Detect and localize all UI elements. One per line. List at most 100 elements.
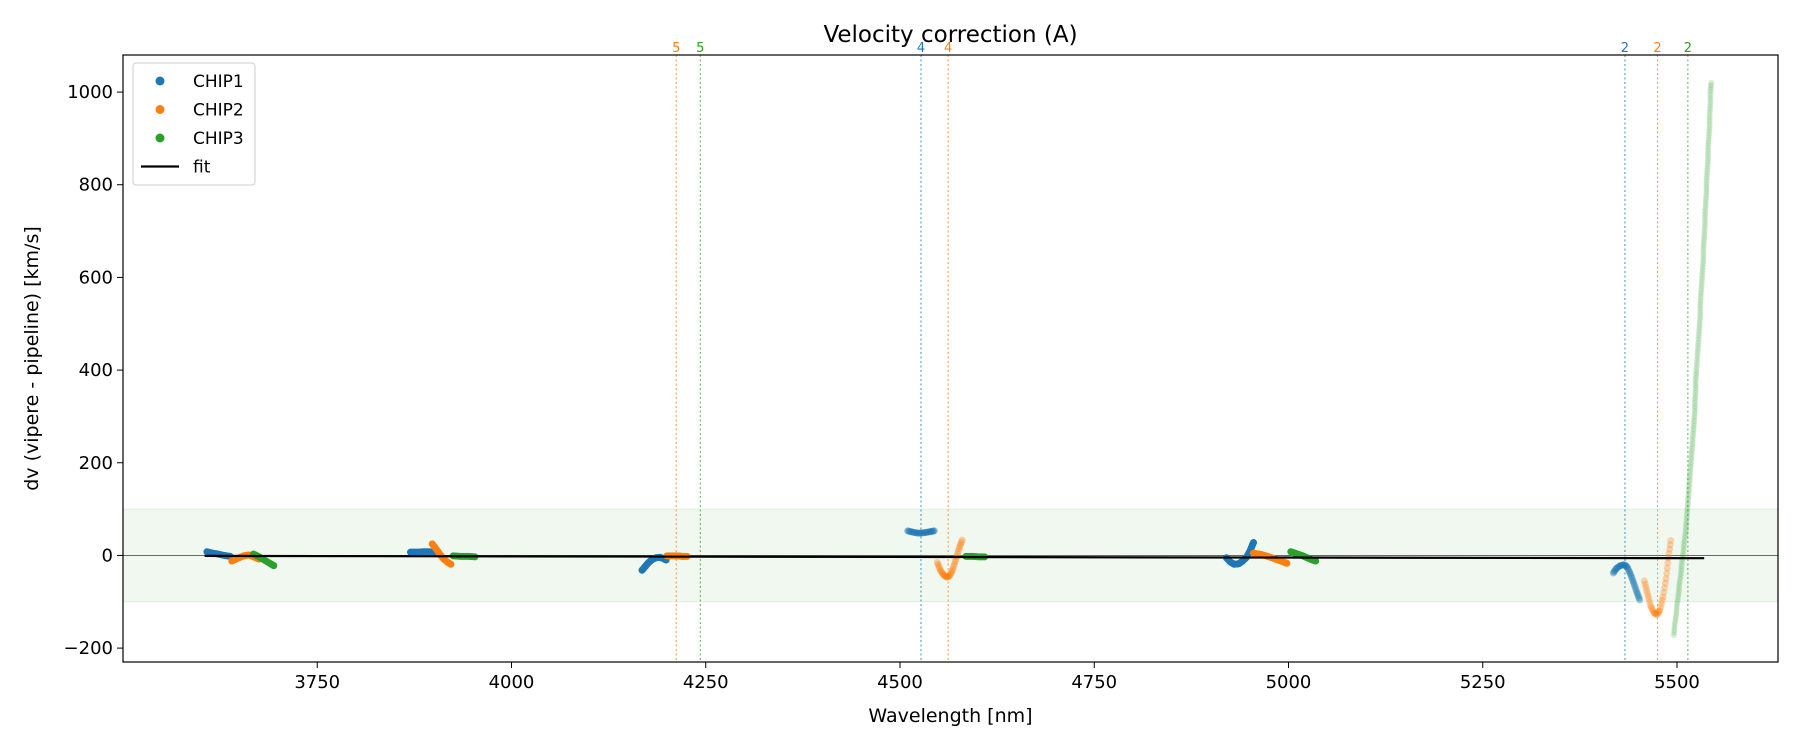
data-point	[1703, 180, 1710, 187]
data-point	[1633, 588, 1641, 596]
data-point	[1609, 569, 1617, 577]
data-point	[270, 562, 278, 570]
data-point	[1652, 610, 1660, 618]
series-chip3	[1670, 79, 1715, 639]
series-chip3	[449, 552, 479, 561]
data-point	[1684, 502, 1691, 509]
data-point	[1706, 119, 1713, 126]
data-point	[1699, 272, 1706, 279]
data-point	[1687, 461, 1694, 468]
data-point	[1682, 525, 1689, 532]
data-point	[1705, 150, 1712, 157]
data-point	[1706, 108, 1713, 115]
data-point	[1698, 286, 1705, 293]
data-point	[1693, 361, 1700, 368]
data-point	[1671, 621, 1678, 628]
data-point	[938, 569, 946, 577]
legend: CHIP1 CHIP2 CHIP3 fit	[132, 62, 256, 186]
data-point	[937, 567, 945, 575]
data-point	[1702, 208, 1709, 215]
data-point	[1684, 509, 1691, 516]
data-point	[1700, 236, 1707, 243]
data-point	[1689, 435, 1696, 442]
data-point	[1693, 372, 1700, 379]
data-point	[1630, 581, 1638, 589]
data-point	[1673, 604, 1680, 611]
data-point	[1675, 588, 1682, 595]
data-point	[1706, 111, 1713, 118]
data-point	[1655, 607, 1663, 615]
data-point	[1692, 395, 1699, 402]
data-point	[1690, 430, 1697, 437]
data-point	[930, 527, 938, 535]
data-point	[1692, 384, 1699, 391]
data-point	[1702, 200, 1709, 207]
data-point	[958, 536, 966, 544]
data-point	[1705, 133, 1712, 140]
order-vline-label: 2	[1621, 41, 1629, 56]
data-point	[1676, 583, 1683, 590]
data-point	[1633, 590, 1641, 598]
data-point	[1650, 609, 1658, 617]
legend-entry-chip2: CHIP2	[155, 101, 244, 121]
data-point	[1694, 347, 1701, 354]
data-point	[1690, 425, 1697, 432]
data-point	[1685, 494, 1692, 501]
data-point	[1673, 601, 1680, 608]
data-point	[1685, 486, 1692, 493]
data-point	[1700, 247, 1707, 254]
data-point	[1707, 86, 1714, 93]
data-point	[1692, 392, 1699, 399]
data-point	[1688, 446, 1695, 453]
data-point	[1675, 591, 1682, 598]
data-point	[957, 538, 965, 546]
legend-label: CHIP3	[193, 129, 244, 149]
data-point	[1646, 598, 1654, 606]
data-point	[1660, 588, 1668, 596]
data-point	[1687, 471, 1694, 478]
data-point	[1697, 300, 1704, 307]
data-point	[1697, 308, 1704, 315]
x-axis-label: Wavelength [nm]	[868, 705, 1032, 727]
data-point	[955, 544, 963, 552]
data-point	[1610, 568, 1618, 576]
data-point	[1689, 433, 1696, 440]
legend-marker	[155, 76, 165, 86]
data-point	[1623, 563, 1631, 571]
plot-frame	[122, 54, 1779, 663]
data-point	[1686, 476, 1693, 483]
data-point	[1688, 451, 1695, 458]
data-point	[1693, 364, 1700, 371]
data-point	[1672, 616, 1679, 623]
data-point	[1700, 261, 1707, 268]
data-point	[1640, 577, 1648, 585]
data-point	[1686, 479, 1693, 486]
data-point	[953, 550, 961, 558]
data-point	[1705, 153, 1712, 160]
data-point	[1704, 164, 1711, 171]
data-point	[946, 572, 954, 580]
data-point	[1622, 562, 1630, 570]
data-point	[1698, 280, 1705, 287]
data-point	[950, 560, 958, 568]
data-point	[1700, 244, 1707, 251]
x-tick-label: 4000	[489, 672, 535, 693]
order-vline-label: 4	[917, 41, 925, 56]
data-point	[1677, 576, 1684, 583]
data-point	[941, 572, 949, 580]
data-point	[1705, 139, 1712, 146]
data-point	[935, 562, 943, 570]
data-point	[1682, 527, 1689, 534]
data-point	[1703, 175, 1710, 182]
data-point	[1613, 564, 1621, 572]
series-chip1	[1222, 538, 1258, 568]
data-point	[1628, 574, 1636, 582]
data-point	[1612, 566, 1620, 574]
data-point	[1700, 255, 1707, 262]
data-point	[1703, 189, 1710, 196]
data-point	[1671, 629, 1678, 636]
order-vlines-layer: 5 5 4 4 2 2 2	[672, 41, 1692, 662]
data-point	[1678, 560, 1685, 567]
data-point	[1695, 330, 1702, 337]
data-point	[1676, 578, 1683, 585]
